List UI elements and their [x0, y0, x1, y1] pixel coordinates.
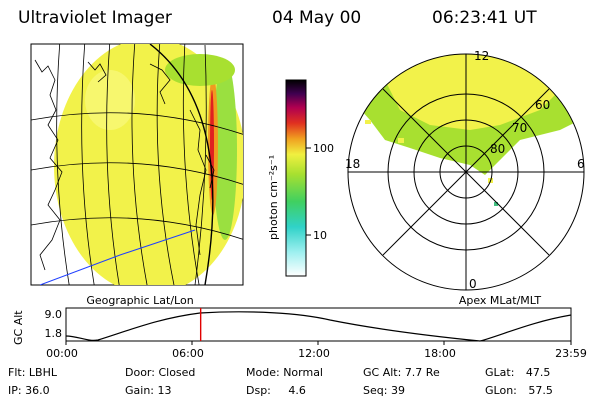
timeline-ytick-1-8: 1.8: [45, 327, 63, 340]
gcalt-value: 7.7 Re: [404, 366, 440, 379]
colorbar: [285, 79, 311, 277]
gcalt-field: GC Alt: 7.7 Re: [363, 366, 440, 379]
door-label: Door:: [125, 366, 155, 379]
dsp-value: 4.6: [288, 384, 306, 397]
gain-field: Gain: 13: [125, 384, 172, 397]
polar-bright-region: [380, 54, 560, 130]
timeline-ylabel: GC Alt: [12, 310, 25, 345]
ip-label: IP:: [8, 384, 22, 397]
seq-field: Seq: 39: [363, 384, 405, 397]
mode-value: Normal: [283, 366, 323, 379]
gc-altitude-curve: [65, 311, 572, 342]
colorbar-tick-label-100: 100: [313, 142, 334, 155]
timeline-xtick-1200: 12:00: [298, 347, 330, 360]
limb-green-edge: [213, 60, 237, 240]
coastlines: [34, 59, 215, 271]
mlt-label-18: 18: [345, 157, 360, 171]
bright-patch: [85, 70, 135, 130]
glat-value: 47.5: [525, 366, 551, 379]
mode-field: Mode: Normal: [246, 366, 323, 379]
mlat-label-60: 60: [535, 98, 550, 112]
glat-field: GLat: 47.5: [485, 366, 550, 379]
timeline-panel: [65, 307, 572, 345]
timeline-frame: [65, 307, 572, 342]
northern-green-patch: [165, 54, 235, 86]
polar-panel: [347, 53, 585, 291]
colorbar-tick-label-10: 10: [313, 229, 327, 242]
ip-value: 36.0: [25, 384, 50, 397]
dsp-label: Dsp:: [246, 384, 271, 397]
polar-grid: [347, 53, 585, 291]
timeline-ticks: [65, 341, 572, 345]
timeline-xtick-2359: 23:59: [555, 347, 587, 360]
terminator-line: [149, 44, 214, 285]
glon-field: GLon: 57.5: [485, 384, 553, 397]
seq-label: Seq:: [363, 384, 388, 397]
globe-panel: [30, 43, 244, 286]
seq-value: 39: [390, 384, 405, 397]
mode-label: Mode:: [246, 366, 280, 379]
glat-label: GLat:: [485, 366, 515, 379]
colorbar-unit-label: photon cm⁻²s⁻¹: [267, 155, 280, 240]
mlt-label-12: 12: [474, 49, 489, 63]
filter-value: LBHL: [28, 366, 57, 379]
instrument-title: Ultraviolet Imager: [18, 8, 172, 28]
door-field: Door: Closed: [125, 366, 195, 379]
gcalt-label: GC Alt:: [363, 366, 402, 379]
glon-value: 57.5: [528, 384, 553, 397]
mlt-label-0: 0: [469, 277, 477, 291]
mlt-label-6: 6: [577, 157, 585, 171]
lat-lon-grid: [31, 44, 243, 285]
polar-speck-2: [398, 138, 404, 143]
timeline-xtick-1800: 18:00: [424, 347, 456, 360]
polar-speck-1: [365, 120, 371, 124]
timeline-xtick-0000: 00:00: [46, 347, 78, 360]
door-value: Closed: [158, 366, 196, 379]
polar-speck-4: [494, 202, 498, 206]
filter-label: Flt:: [8, 366, 26, 379]
glon-label: GLon:: [485, 384, 517, 397]
ip-field: IP: 36.0: [8, 384, 50, 397]
timeline-ytick-9: 9.0: [45, 308, 63, 321]
mlat-label-80: 80: [490, 142, 505, 156]
timeline-xtick-0600: 06:00: [172, 347, 204, 360]
orbit-track: [39, 229, 196, 285]
globe-caption: Geographic Lat/Lon: [86, 294, 193, 307]
filter-field: Flt: LBHL: [8, 366, 57, 379]
polar-caption: Apex MLat/MLT: [459, 294, 542, 307]
dsp-field: Dsp: 4.6: [246, 384, 306, 397]
colorbar-scale: [285, 79, 307, 277]
time-label: 06:23:41 UT: [432, 8, 537, 28]
date-label: 04 May 00: [272, 8, 362, 28]
gain-value: 13: [157, 384, 172, 397]
gain-label: Gain:: [125, 384, 154, 397]
mlat-label-70: 70: [512, 121, 527, 135]
